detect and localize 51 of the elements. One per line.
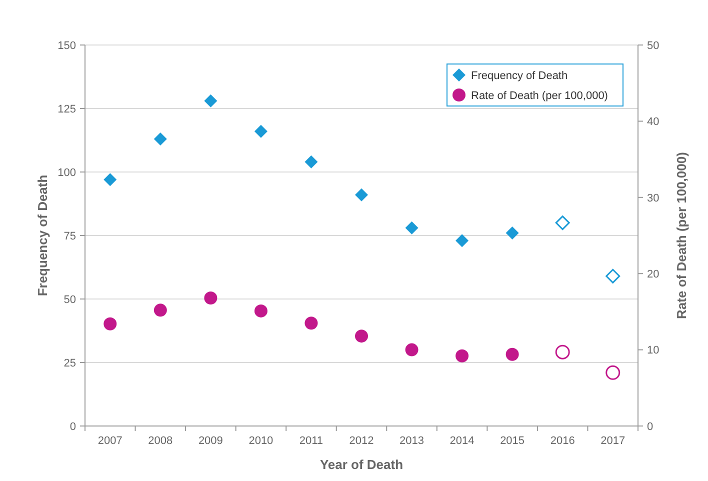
point <box>355 330 368 343</box>
point <box>304 316 318 330</box>
point <box>355 188 368 202</box>
y-axis-title: Frequency of Death <box>35 174 50 296</box>
point <box>456 349 469 362</box>
y-tick-label: 25 <box>64 357 76 370</box>
point <box>204 94 218 108</box>
legend-label: Frequency of Death <box>471 70 568 82</box>
point <box>204 291 218 304</box>
x-axis-title: Year of Death <box>320 457 404 472</box>
point <box>506 226 519 240</box>
point <box>104 173 117 186</box>
point <box>606 268 620 284</box>
y2-tick-label: 40 <box>647 116 660 128</box>
x-tick-label: 2014 <box>450 435 474 447</box>
y2-tick-label: 10 <box>647 344 660 357</box>
x-tick-label: 2017 <box>600 435 626 447</box>
y-tick-label: 125 <box>58 103 76 116</box>
point <box>506 348 519 361</box>
y-tick-label: 75 <box>64 230 76 242</box>
y2-tick-label: 0 <box>647 420 654 433</box>
y-tick-label: 50 <box>64 294 76 306</box>
y2-tick-label: 30 <box>647 192 660 204</box>
x-tick-label: 2013 <box>400 435 424 447</box>
point <box>104 317 117 330</box>
point <box>154 132 167 146</box>
y-tick-label: 0 <box>70 420 76 433</box>
point <box>606 365 620 380</box>
point <box>405 221 418 234</box>
y-tick-label: 100 <box>58 166 76 179</box>
y2-tick-label: 50 <box>647 40 660 52</box>
x-tick-label: 2012 <box>349 435 374 447</box>
x-tick-label: 2009 <box>198 435 223 447</box>
point <box>254 304 268 318</box>
legend-label: Rate of Death (per 100,000) <box>471 90 608 102</box>
x-tick-label: 2007 <box>98 435 122 447</box>
y-tick-label: 150 <box>58 40 76 52</box>
point <box>456 234 469 248</box>
y2-tick-label: 20 <box>647 268 660 280</box>
point <box>555 344 570 360</box>
x-tick-label: 2008 <box>148 435 173 447</box>
y2-axis-title: Rate of Death (per 100,000) <box>674 152 689 319</box>
x-tick-label: 2015 <box>500 435 525 447</box>
point <box>154 304 167 317</box>
x-tick-label: 2011 <box>299 435 324 447</box>
point <box>304 155 318 168</box>
point <box>555 216 570 230</box>
point <box>405 343 418 356</box>
point <box>254 124 268 138</box>
x-tick-label: 2010 <box>248 435 274 447</box>
x-tick-label: 2016 <box>550 435 575 447</box>
